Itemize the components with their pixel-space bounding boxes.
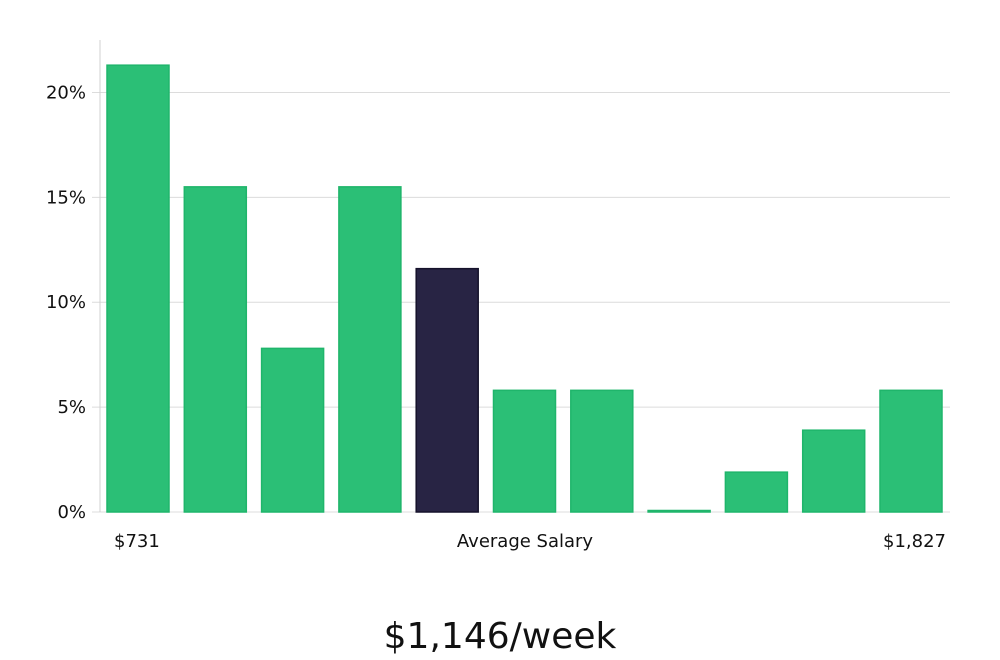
x-center-label: Average Salary [457,531,594,552]
y-tick-label: 20% [46,82,86,103]
bar [492,389,557,513]
bar [183,186,248,513]
bar [801,429,866,513]
bar [879,389,943,513]
bar [260,347,325,513]
bar [570,389,634,513]
bar [647,509,711,513]
y-tick-label: 0% [57,502,86,523]
summary-salary-label: $1,146/week [384,616,617,657]
y-tick-labels: 0% 5% 10% 15% 20% [46,82,86,523]
bar [338,186,402,513]
y-tick-label: 15% [46,187,86,208]
y-tick-label: 5% [57,397,86,418]
bar-average-salary [415,267,479,513]
bar [106,64,170,513]
x-min-label: $731 [114,531,160,552]
bar [724,471,789,513]
y-tick-label: 10% [46,292,86,313]
bars [106,64,943,513]
x-max-label: $1,827 [883,531,946,552]
